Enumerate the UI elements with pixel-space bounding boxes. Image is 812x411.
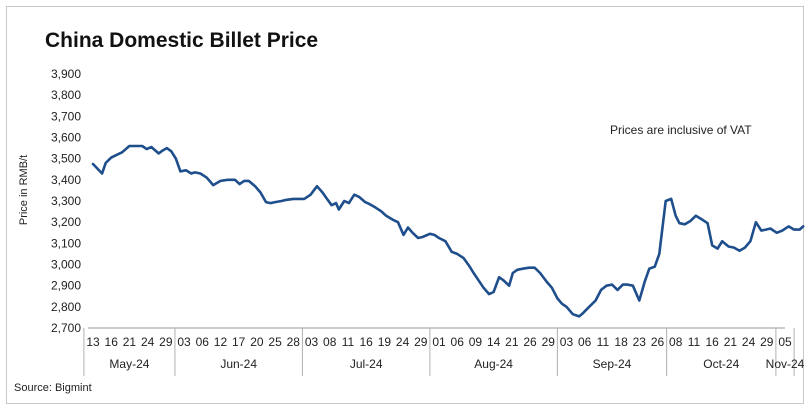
- x-tick-label: 23: [633, 335, 647, 349]
- chart-frame: [6, 6, 804, 404]
- x-tick-label: 06: [196, 335, 210, 349]
- x-tick-label: 21: [724, 335, 738, 349]
- x-tick-label: 11: [342, 335, 355, 349]
- y-tick-label: 3,200: [51, 215, 81, 229]
- y-tick-label: 2,700: [51, 321, 81, 335]
- x-tick-label: 08: [669, 335, 683, 349]
- x-tick-label: 11: [597, 335, 610, 349]
- x-tick-label: 18: [614, 335, 628, 349]
- x-tick-label: 06: [578, 335, 592, 349]
- x-tick-label: 25: [268, 335, 282, 349]
- x-tick-label: 17: [232, 335, 246, 349]
- x-tick-label: 11: [688, 335, 701, 349]
- x-tick-label: 03: [560, 335, 574, 349]
- x-tick-label: 21: [123, 335, 137, 349]
- x-tick-label: 05: [778, 335, 792, 349]
- y-tick-label: 2,800: [51, 300, 81, 314]
- x-tick-label: 01: [432, 335, 446, 349]
- x-tick-label: 08: [323, 335, 337, 349]
- price-series-line: [91, 144, 805, 318]
- chart-title: China Domestic Billet Price: [45, 29, 318, 52]
- x-tick-label: 24: [396, 335, 410, 349]
- x-tick-label: 29: [159, 335, 173, 349]
- month-label: Oct-24: [703, 357, 739, 371]
- month-label: Sep-24: [593, 357, 632, 371]
- y-tick-label: 3,800: [51, 88, 81, 102]
- x-tick-label: 28: [287, 335, 301, 349]
- y-tick-label: 3,400: [51, 173, 81, 187]
- y-tick-label: 3,300: [51, 194, 81, 208]
- x-tick-label: 03: [305, 335, 319, 349]
- x-tick-label: 14: [487, 335, 501, 349]
- month-label: Nov-24: [766, 357, 805, 371]
- x-tick-label: 26: [651, 335, 665, 349]
- x-tick-label: 29: [542, 335, 556, 349]
- x-tick-label: 19: [378, 335, 392, 349]
- month-label: Aug-24: [474, 357, 513, 371]
- y-tick-label: 3,100: [51, 236, 81, 250]
- x-tick-label: 26: [523, 335, 537, 349]
- source-text: Source: Bigmint: [14, 382, 92, 394]
- month-label: Jul-24: [350, 357, 383, 371]
- x-tick-label: 29: [760, 335, 774, 349]
- x-tick-label: 16: [359, 335, 373, 349]
- x-tick-label: 06: [451, 335, 465, 349]
- x-tick-label: 20: [250, 335, 264, 349]
- x-tick-label: 09: [469, 335, 483, 349]
- x-tick-label: 21: [505, 335, 519, 349]
- x-tick-label: 13: [86, 335, 100, 349]
- y-tick-label: 3,700: [51, 109, 81, 123]
- series-group: [91, 144, 805, 318]
- month-labels: May-24 Jun-24 Jul-24 Aug-24 Sep-24 Oct-24 Nov-…: [83, 328, 805, 376]
- y-axis-label: Price in RMB/t: [18, 155, 30, 225]
- x-tick-label: 24: [742, 335, 756, 349]
- x-tick-label: 03: [177, 335, 191, 349]
- x-tick-label: 24: [141, 335, 155, 349]
- vat-note: Prices are inclusive of VAT: [610, 123, 752, 137]
- x-tick-label: 29: [414, 335, 428, 349]
- x-tick-label: 12: [214, 335, 228, 349]
- y-axis-ticks: 2,700 2,800 2,900 3,000 3,100 3,200 3,300 3,400…: [51, 67, 81, 335]
- y-tick-label: 3,000: [51, 258, 81, 272]
- y-tick-label: 3,500: [51, 152, 81, 166]
- x-tick-label: 16: [705, 335, 719, 349]
- y-tick-label: 2,900: [51, 279, 81, 293]
- y-tick-label: 3,900: [51, 67, 81, 81]
- y-tick-label: 3,600: [51, 131, 81, 145]
- x-tick-label: 16: [105, 335, 119, 349]
- month-label: May-24: [109, 357, 149, 371]
- x-axis: 13 16 21 24 29 03 06 12 17 20 25 28 03 08 11 16 19 24 29 01…: [86, 327, 792, 349]
- month-label: Jun-24: [220, 357, 257, 371]
